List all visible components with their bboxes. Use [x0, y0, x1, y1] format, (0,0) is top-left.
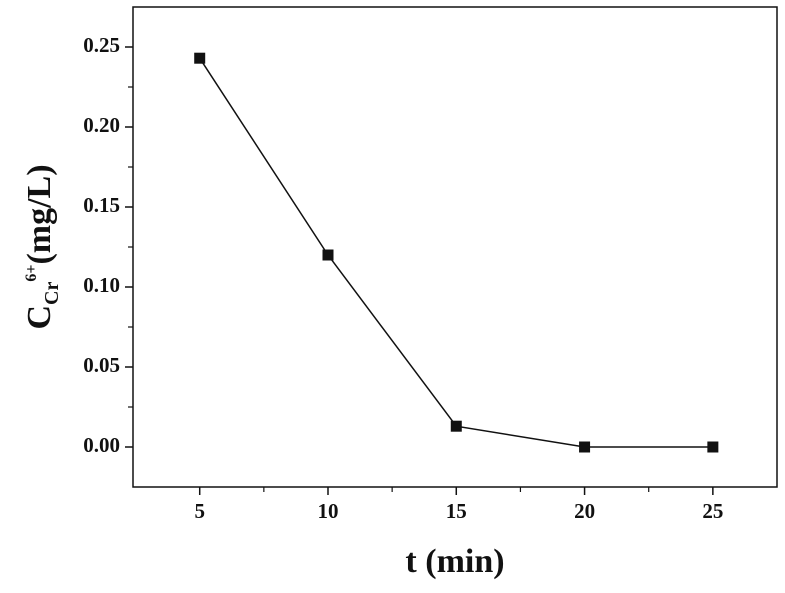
y-label-sup: 6+: [23, 265, 40, 282]
plot-frame: [132, 6, 778, 488]
data-marker: [450, 420, 462, 432]
data-marker: [322, 249, 334, 261]
data-marker: [707, 441, 719, 453]
x-tick-label: 10: [317, 499, 338, 523]
y-tick-label: 0.20: [83, 113, 120, 137]
y-label-sub: Cr: [41, 282, 63, 305]
y-label-main: C: [21, 305, 58, 330]
y-tick-label: 0.25: [83, 33, 120, 57]
y-tick-label: 0.00: [83, 433, 120, 457]
data-marker: [194, 52, 206, 64]
y-tick-label: 0.05: [83, 353, 120, 377]
y-label-unit: (mg/L): [21, 164, 58, 264]
x-axis-label: t (min): [405, 543, 504, 580]
x-tick-label: 15: [446, 499, 467, 523]
y-tick-label: 0.15: [83, 193, 120, 217]
data-line: [199, 57, 713, 448]
y-tick-label: 0.10: [83, 273, 120, 297]
y-axis-label: CCr6+(mg/L): [21, 164, 63, 329]
data-marker: [579, 441, 591, 453]
x-tick-label: 20: [574, 499, 595, 523]
x-tick-label: 5: [194, 499, 205, 523]
x-tick-label: 25: [702, 499, 723, 523]
